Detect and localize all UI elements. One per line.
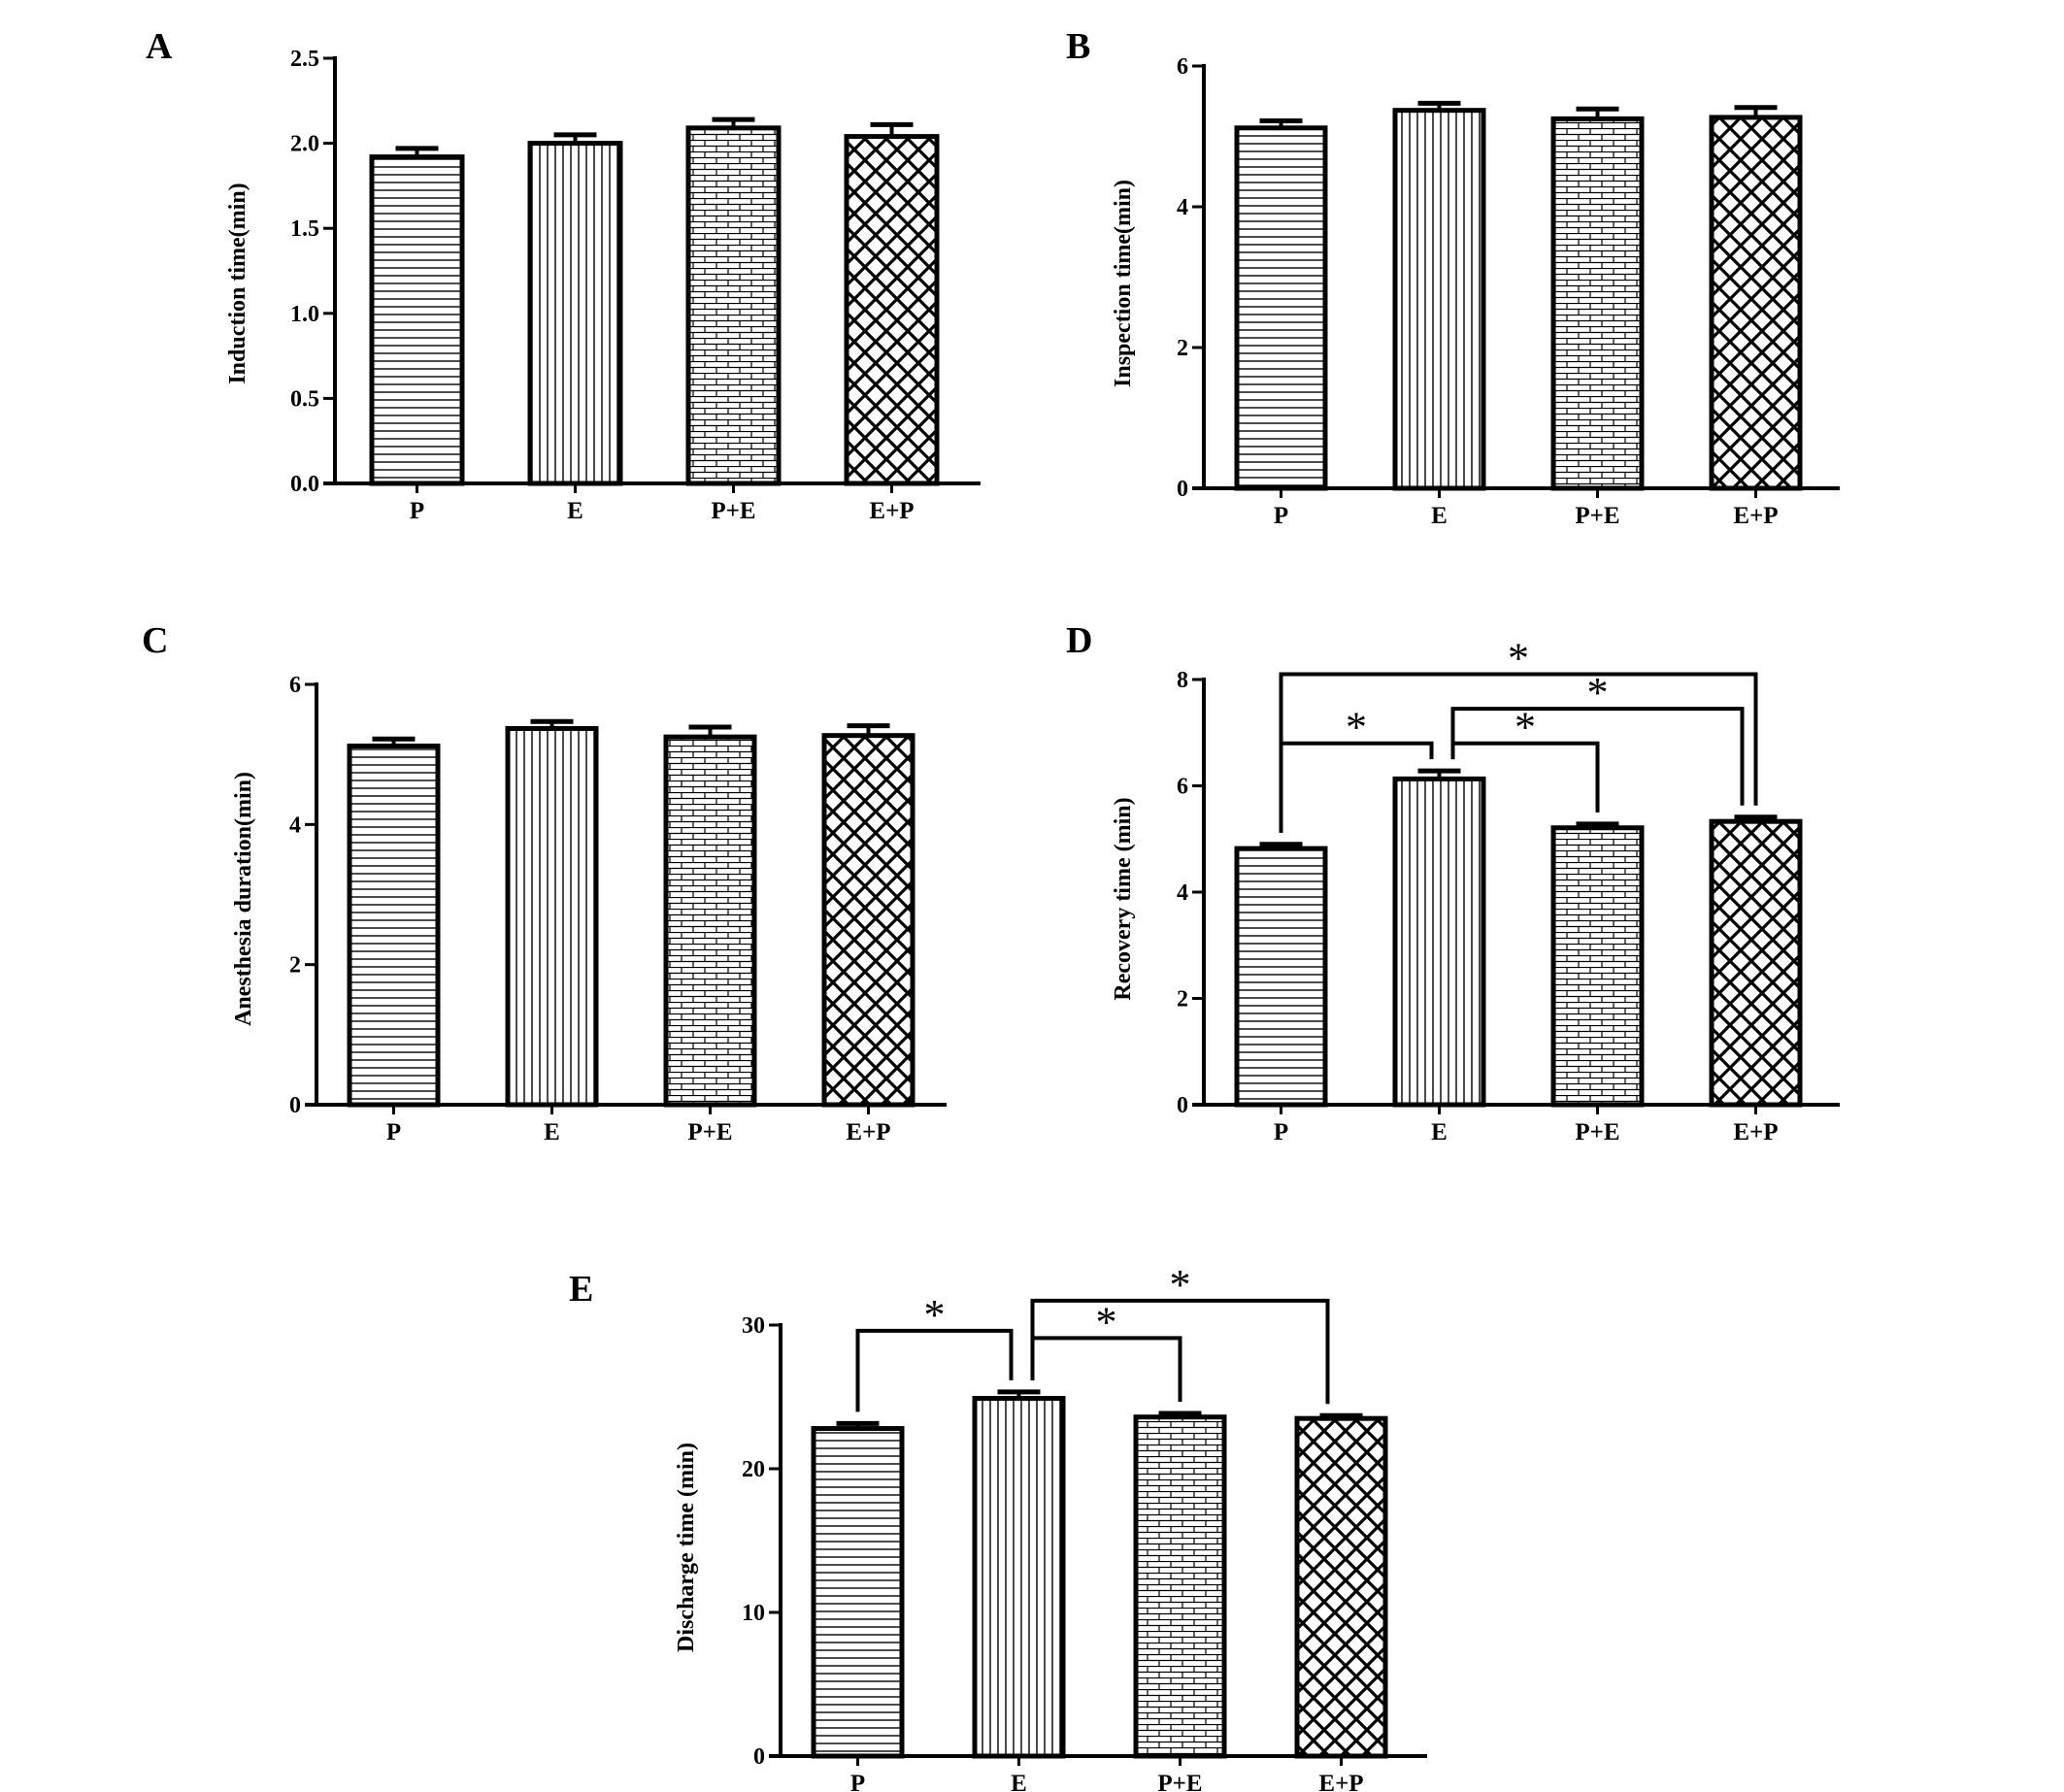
- panel-e-bar: [1294, 1415, 1388, 1759]
- panel-d: D Recovery time (min) 0 2 4 6 8 P E P+E E+P * * * *: [1066, 620, 1840, 1145]
- panel-e-y-tick-label: 10: [742, 1601, 765, 1626]
- panel-b-bar: [1550, 116, 1645, 491]
- panel-b-letter: B: [1066, 26, 1090, 67]
- panel-d-y-tick-label: 0: [1177, 1093, 1188, 1118]
- panel-d-significance-star: *: [1346, 704, 1367, 751]
- panel-d-significance-bracket: [1450, 741, 1600, 813]
- panel-e-significance-star: *: [1170, 1261, 1191, 1309]
- panel-d-bar: [1550, 825, 1645, 1108]
- panel-e: E Discharge time (min) 0 10 20 30 P E P+E E+P * *…: [569, 1261, 1427, 1792]
- panel-e-significance-star: *: [924, 1291, 946, 1339]
- panel-c-y-tick-label: 2: [289, 953, 301, 979]
- panel-c-y-tick-label: 4: [289, 813, 301, 838]
- panel-e-plot: 0 10 20 30 P E P+E E+P * * *: [742, 1261, 1427, 1792]
- panel-a-bar: [369, 154, 465, 486]
- panel-c-y-tick-label: 0: [289, 1093, 301, 1118]
- panel-e-y-tick-label: 0: [753, 1744, 765, 1770]
- panel-c-bar: [347, 744, 441, 1108]
- panel-a-bar: [844, 134, 940, 486]
- panel-a-bar: [685, 125, 782, 486]
- panel-b-y-tick-label: 2: [1177, 336, 1188, 361]
- panel-c-category-label: E: [544, 1119, 560, 1145]
- panel-c-bar: [821, 733, 915, 1108]
- panel-d-significance-star: *: [1508, 635, 1529, 682]
- panel-d-letter: D: [1066, 620, 1092, 661]
- panel-d-y-tick-label: 4: [1177, 880, 1188, 906]
- panel-a-y-tick-label: 2.0: [290, 132, 319, 157]
- panel-e-y-tick-label: 20: [742, 1457, 765, 1482]
- panel-b-y-tick-label: 6: [1177, 54, 1188, 80]
- panel-b-bar: [1709, 115, 1803, 491]
- panel-d-significance-star: *: [1515, 704, 1536, 751]
- panel-e-bar: [1133, 1414, 1227, 1759]
- panel-a-letter: A: [146, 26, 173, 67]
- panel-b-plot: 0 2 4 6 P E P+E E+P: [1177, 54, 1840, 529]
- panel-b-category-label: P+E: [1575, 503, 1619, 529]
- panel-e-category-label: E+P: [1318, 1771, 1363, 1792]
- panel-d-category-label: E: [1431, 1119, 1448, 1145]
- panel-a-category-label: E+P: [869, 498, 914, 524]
- panel-a-y-tick-label: 0.0: [290, 472, 319, 497]
- panel-a-y-tick-label: 1.5: [290, 216, 319, 242]
- panel-d-category-label: P: [1274, 1119, 1288, 1145]
- panel-c-bar: [663, 734, 757, 1108]
- panel-e-category-label: P+E: [1157, 1771, 1202, 1792]
- panel-e-letter: E: [569, 1269, 593, 1310]
- panel-b-y-tick-label: 0: [1177, 477, 1188, 502]
- panel-b-category-label: E: [1431, 503, 1448, 529]
- panel-c-category-label: P+E: [687, 1119, 732, 1145]
- panel-c-bar: [505, 725, 599, 1108]
- panel-a-plot: 0.0 0.5 1.0 1.5 2.0 2.5 P E P+E E+P: [290, 47, 981, 524]
- panel-d-significance-star: *: [1587, 669, 1609, 716]
- panel-d-bar: [1392, 776, 1486, 1108]
- panel-e-significance-bracket: [1030, 1336, 1182, 1403]
- panel-d-plot: 0 2 4 6 8 P E P+E E+P * * * *: [1177, 635, 1840, 1145]
- panel-b-category-label: P: [1274, 503, 1288, 529]
- panel-d-significance-bracket: [1279, 672, 1758, 833]
- panel-b-bar: [1234, 125, 1328, 491]
- panel-a-y-axis-title: Induction time(min): [225, 183, 250, 383]
- panel-a-y-tick-label: 2.5: [290, 47, 319, 72]
- panel-a-bar: [527, 141, 623, 486]
- panel-a-y-tick-label: 1.0: [290, 302, 319, 327]
- panel-c-category-label: E+P: [846, 1119, 890, 1145]
- panel-b-category-label: E+P: [1733, 503, 1778, 529]
- panel-a-category-label: P+E: [711, 498, 755, 524]
- panel-e-significance-bracket: [855, 1328, 1014, 1412]
- panel-e-y-axis-title: Discharge time (min): [674, 1443, 699, 1652]
- panel-c-plot: 0 2 4 6 P E P+E E+P: [289, 673, 947, 1145]
- panel-d-y-tick-label: 8: [1177, 668, 1188, 693]
- panel-a-y-tick-label: 0.5: [290, 386, 319, 412]
- panel-e-bar: [811, 1426, 905, 1759]
- panel-d-significance-bracket: [1279, 741, 1434, 833]
- panel-e-category-label: P: [850, 1771, 865, 1792]
- panel-c-category-label: P: [386, 1119, 401, 1145]
- panel-b-y-tick-label: 4: [1177, 195, 1188, 220]
- panel-d-bar: [1234, 846, 1328, 1108]
- panel-b-y-axis-title: Inspection time(min): [1111, 180, 1136, 387]
- panel-e-significance-star: *: [1096, 1298, 1117, 1345]
- panel-d-y-tick-label: 2: [1177, 987, 1188, 1012]
- panel-b-bar: [1392, 108, 1486, 491]
- panel-d-category-label: P+E: [1575, 1119, 1619, 1145]
- panel-c-y-axis-title: Anesthesia duration(min): [231, 772, 256, 1026]
- panel-c-letter: C: [142, 620, 168, 661]
- panel-d-significance-bracket: [1450, 707, 1745, 806]
- panel-e-category-label: E: [1011, 1771, 1027, 1792]
- panel-b: B Inspection time(min) 0 2 4 6 P E P+E E+P: [1066, 26, 1840, 529]
- panel-c: C Anesthesia duration(min) 0 2 4 6 P E P+E E+P: [142, 620, 947, 1145]
- panel-d-y-axis-title: Recovery time (min): [1111, 797, 1136, 1000]
- panel-a-category-label: P: [410, 498, 424, 524]
- panel-e-y-tick-label: 30: [742, 1313, 765, 1339]
- panel-a-category-label: E: [567, 498, 583, 524]
- panel-e-bar: [972, 1395, 1066, 1759]
- panel-d-y-tick-label: 6: [1177, 775, 1188, 800]
- panel-d-bar: [1709, 818, 1803, 1108]
- panel-c-y-tick-label: 6: [289, 673, 301, 698]
- panel-d-category-label: E+P: [1733, 1119, 1778, 1145]
- panel-a: A Induction time(min) 0.0 0.5 1.0 1.5 2.0 2.5…: [146, 26, 981, 524]
